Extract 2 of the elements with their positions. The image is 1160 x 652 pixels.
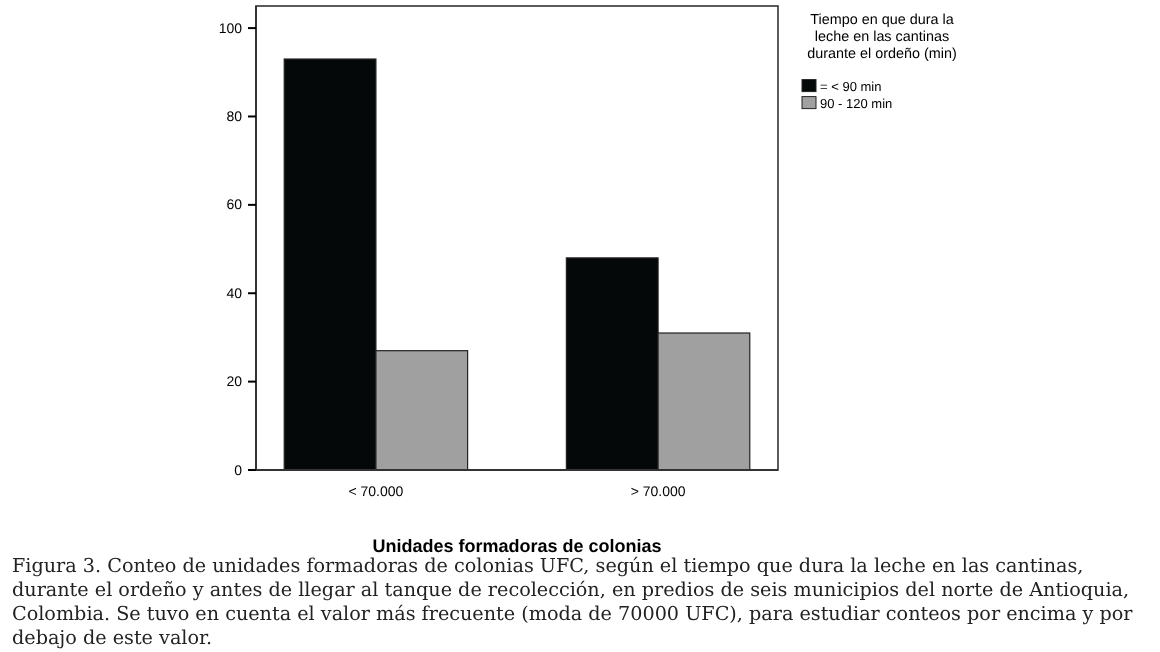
x-axis-title: Unidades formadoras de colonias (372, 536, 662, 556)
text: Figura 3. Conteo de unidades formadoras de colonias UFC, según el tiempo que dura la leche en las cantinas, durante el ordeño y antes de llegar al tanque de recolección, en predios de seis municipios del norte de Antioquia, Colombia. Se tuvo en cuenta el valor más frecuente (moda de 70000 UFC), para estudiar conteos por encima y por debajo de este valor. (12, 556, 1135, 652)
